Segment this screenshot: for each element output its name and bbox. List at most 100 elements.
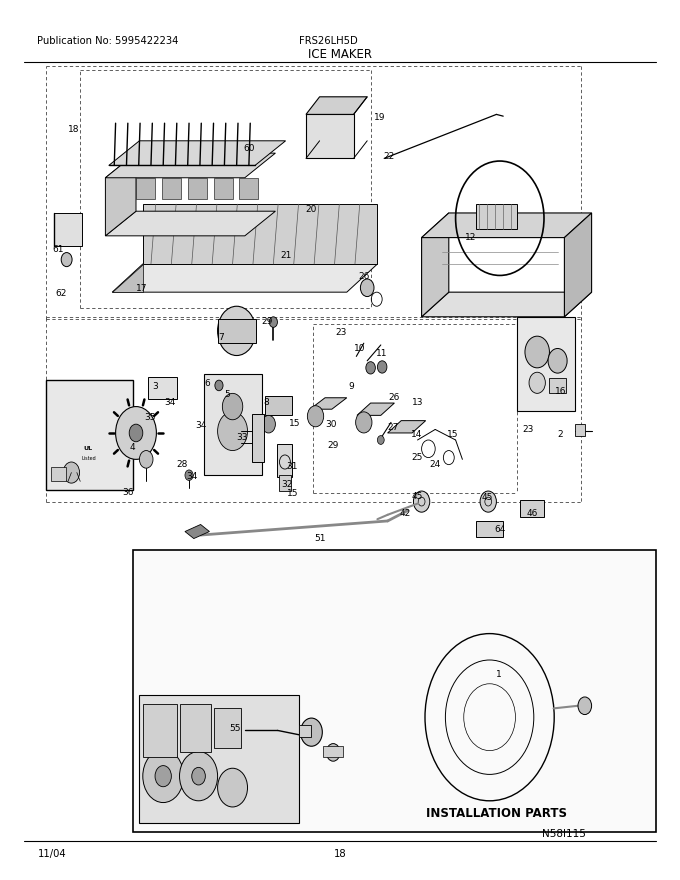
Text: 5: 5: [224, 390, 230, 399]
Circle shape: [548, 348, 567, 373]
Circle shape: [129, 424, 143, 442]
Text: Publication No: 5995422234: Publication No: 5995422234: [37, 36, 179, 47]
Text: UL: UL: [84, 446, 93, 451]
Text: 45: 45: [481, 493, 492, 502]
Bar: [323, 746, 343, 757]
Text: 27: 27: [388, 423, 398, 432]
Polygon shape: [136, 178, 155, 199]
Polygon shape: [148, 377, 177, 399]
Polygon shape: [162, 178, 181, 199]
Text: 62: 62: [56, 289, 67, 297]
Text: 25: 25: [412, 453, 423, 462]
Text: 22: 22: [384, 152, 394, 161]
Bar: [143, 704, 177, 757]
Circle shape: [413, 491, 430, 512]
Text: 46: 46: [527, 510, 538, 518]
Text: N58I115: N58I115: [543, 829, 586, 840]
Text: 18: 18: [68, 125, 79, 134]
Text: 34: 34: [195, 422, 206, 430]
Polygon shape: [422, 292, 592, 317]
Text: 34: 34: [165, 398, 175, 407]
Circle shape: [155, 766, 171, 787]
Text: 35: 35: [144, 413, 155, 422]
Text: 23: 23: [336, 328, 347, 337]
Text: 11/04: 11/04: [37, 848, 66, 859]
Circle shape: [218, 768, 248, 807]
Polygon shape: [310, 398, 347, 409]
Text: 29: 29: [262, 317, 273, 326]
Text: 42: 42: [400, 510, 411, 518]
Circle shape: [180, 752, 218, 801]
Text: 64: 64: [495, 525, 506, 534]
Circle shape: [139, 451, 153, 468]
Polygon shape: [218, 319, 256, 343]
Text: FRS26LH5D: FRS26LH5D: [299, 36, 358, 47]
Bar: [180, 704, 211, 752]
Text: 6: 6: [205, 379, 210, 388]
Text: Listed: Listed: [81, 456, 96, 461]
Circle shape: [377, 436, 384, 444]
Circle shape: [301, 718, 322, 746]
Polygon shape: [139, 695, 299, 823]
Polygon shape: [109, 141, 286, 165]
Text: 34: 34: [186, 473, 197, 481]
Text: 4: 4: [129, 443, 135, 451]
Circle shape: [218, 306, 256, 356]
Bar: [549, 378, 566, 393]
Polygon shape: [204, 374, 262, 475]
Text: 26: 26: [358, 272, 369, 281]
Polygon shape: [279, 475, 291, 491]
Text: ICE MAKER: ICE MAKER: [308, 48, 372, 61]
Polygon shape: [265, 396, 292, 415]
Text: 36: 36: [122, 488, 133, 497]
Circle shape: [356, 412, 372, 433]
Circle shape: [143, 750, 184, 803]
Polygon shape: [476, 204, 517, 229]
Polygon shape: [105, 211, 275, 236]
Polygon shape: [105, 153, 275, 178]
Text: 2: 2: [558, 430, 563, 439]
Polygon shape: [252, 414, 264, 462]
Polygon shape: [517, 317, 575, 411]
Text: 51: 51: [314, 534, 325, 543]
Text: 18: 18: [334, 848, 346, 859]
Text: 45: 45: [412, 492, 423, 501]
Polygon shape: [277, 444, 292, 477]
Circle shape: [228, 320, 245, 341]
Text: 8: 8: [264, 398, 269, 407]
Text: 10: 10: [354, 344, 365, 353]
Circle shape: [525, 336, 549, 368]
Circle shape: [360, 279, 374, 297]
Text: 16: 16: [556, 387, 566, 396]
Circle shape: [366, 362, 375, 374]
Polygon shape: [112, 264, 377, 292]
Circle shape: [269, 317, 277, 327]
Text: 17: 17: [136, 284, 147, 293]
Text: 55: 55: [230, 724, 241, 733]
Circle shape: [578, 697, 592, 715]
Circle shape: [262, 415, 275, 433]
Circle shape: [529, 372, 545, 393]
Circle shape: [480, 491, 496, 512]
Text: 28: 28: [177, 460, 188, 469]
Text: 9: 9: [348, 382, 354, 391]
Text: 15: 15: [447, 430, 458, 439]
Text: 23: 23: [522, 425, 533, 434]
Polygon shape: [143, 204, 377, 264]
Circle shape: [222, 393, 243, 420]
Circle shape: [377, 361, 387, 373]
Text: 20: 20: [306, 205, 317, 214]
Polygon shape: [239, 178, 258, 199]
Text: 32: 32: [282, 480, 292, 488]
Text: 24: 24: [430, 460, 441, 469]
Polygon shape: [476, 521, 503, 537]
Bar: [51, 467, 66, 481]
Circle shape: [218, 412, 248, 451]
Text: 7: 7: [218, 334, 224, 342]
Text: 21: 21: [280, 251, 291, 260]
Polygon shape: [46, 380, 133, 490]
Text: 15: 15: [287, 489, 298, 498]
Text: 60: 60: [244, 144, 255, 153]
Text: 15: 15: [290, 419, 301, 428]
Polygon shape: [575, 424, 585, 436]
